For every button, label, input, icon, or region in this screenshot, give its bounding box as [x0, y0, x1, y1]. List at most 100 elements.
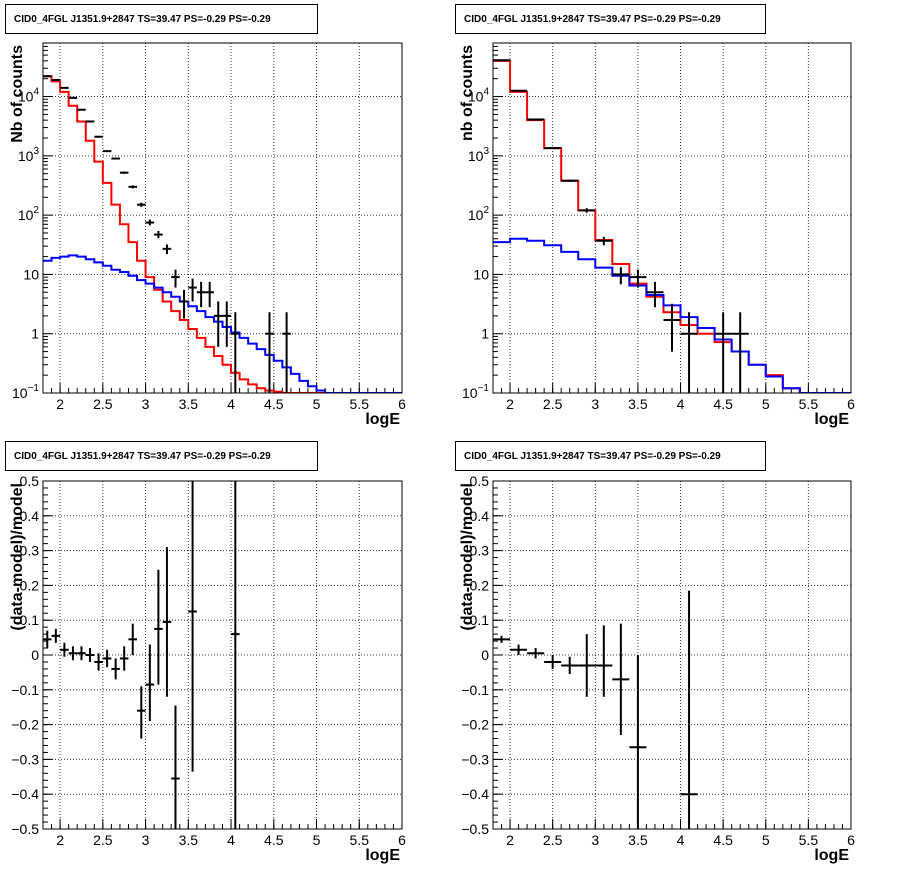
x-tick-label: 6	[847, 832, 855, 848]
y-tick-label: 10	[23, 266, 39, 282]
x-tick-label: 5.5	[350, 832, 370, 848]
x-tick-label: 4.5	[713, 832, 733, 848]
data-point	[171, 269, 180, 288]
data-point	[510, 89, 528, 92]
data-point	[527, 648, 545, 659]
data-point	[231, 481, 240, 829]
data-point	[111, 157, 120, 160]
x-axis-title: logE	[814, 411, 849, 428]
y-tick-label: 103	[468, 146, 490, 164]
plot-frame	[42, 42, 403, 394]
data-point	[77, 108, 86, 111]
y-tick-label: 0.1	[470, 612, 490, 628]
y-tick-label: 0.4	[20, 508, 40, 524]
x-tick-label: 5.5	[799, 396, 819, 412]
data-point	[60, 86, 69, 89]
data-point	[663, 303, 681, 352]
x-tick-label: 2.5	[93, 832, 113, 848]
plot-frame	[492, 480, 852, 830]
x-tick-label: 6	[398, 396, 406, 412]
panel-1: 2 2.5 3 3.5 4 4.5 5 5.5 610−1110102103104logENb …	[9, 42, 406, 428]
data-layer	[493, 590, 698, 829]
data-point	[85, 120, 95, 123]
y-tick-label: 1	[481, 326, 489, 342]
data-point	[102, 150, 112, 153]
data-point	[680, 590, 698, 829]
panel-1-title: CID0_4FGL J1351.9+2847 TS=39.47 PS=-0.29…	[5, 4, 318, 34]
data-point	[544, 655, 562, 669]
panel-3: 2 2.5 3 3.5 4 4.5 5 5.5 6 −0.5 −0.4 −0.3 −0.2 −0.1 0 0.…	[9, 473, 406, 864]
y-tick-label: −0.5	[461, 821, 489, 837]
y-tick-label: 102	[468, 205, 490, 223]
x-axis-title: logE	[814, 847, 849, 864]
y-axis-title: Nb of counts	[9, 45, 26, 143]
y-tick-label: 0.5	[20, 473, 40, 489]
data-point	[154, 569, 163, 685]
x-tick-label: 5	[313, 832, 321, 848]
x-tick-label: 2.5	[543, 396, 563, 412]
data-point	[629, 269, 647, 288]
y-tick-label: −0.3	[11, 751, 39, 767]
data-point	[68, 96, 78, 99]
data-point	[154, 230, 163, 239]
x-tick-label: 2	[506, 832, 514, 848]
x-tick-label: 5	[762, 832, 770, 848]
panel-3-title: CID0_4FGL J1351.9+2847 TS=39.47 PS=-0.29…	[5, 441, 318, 471]
data-point	[188, 278, 197, 302]
data-point	[43, 630, 52, 649]
data-point	[196, 281, 206, 308]
data-point	[85, 648, 95, 662]
y-axis-title: (data-model)/model	[9, 483, 26, 631]
x-tick-label: 3.5	[179, 832, 199, 848]
y-tick-label: −0.2	[461, 717, 489, 733]
data-point	[561, 656, 579, 675]
data-point	[527, 118, 545, 121]
x-tick-label: 2	[506, 396, 514, 412]
x-tick-label: 6	[398, 832, 406, 848]
y-tick-label: 0	[481, 647, 489, 663]
data-point	[282, 312, 291, 393]
panel-2: 2 2.5 3 3.5 4 4.5 5 5.5 610−1110102103104logEnb …	[459, 42, 855, 428]
data-point	[162, 244, 172, 255]
data-point	[578, 634, 596, 697]
model-source-histogram	[493, 237, 851, 393]
x-tick-label: 4	[677, 396, 685, 412]
x-tick-label: 3	[591, 832, 599, 848]
y-tick-label: 1	[31, 326, 39, 342]
data-point	[145, 644, 155, 722]
data-point	[137, 202, 146, 207]
x-tick-label: 4.5	[713, 396, 733, 412]
data-point	[137, 686, 146, 739]
x-tick-label: 2	[56, 832, 64, 848]
x-tick-label: 3	[142, 396, 150, 412]
data-point	[94, 135, 103, 138]
x-tick-label: 2.5	[543, 832, 563, 848]
data-point	[128, 623, 138, 655]
x-tick-label: 2.5	[93, 396, 113, 412]
x-tick-label: 3	[591, 396, 599, 412]
model-source-histogram	[43, 254, 402, 393]
data-point	[188, 481, 197, 772]
y-axis-title: nb of counts	[459, 45, 476, 141]
y-tick-label: −0.1	[461, 682, 489, 698]
x-axis-title: logE	[365, 847, 400, 864]
y-tick-label: 0.1	[20, 612, 40, 628]
y-tick-label: −0.3	[461, 751, 489, 767]
x-tick-label: 5.5	[350, 396, 370, 412]
y-tick-label: −0.1	[11, 682, 39, 698]
x-tick-label: 5	[313, 396, 321, 412]
x-tick-label: 4	[677, 832, 685, 848]
data-point	[612, 623, 630, 736]
data-point	[43, 75, 52, 78]
data-point	[205, 281, 214, 308]
x-axis-title: logE	[365, 411, 400, 428]
data-point	[493, 59, 511, 62]
y-tick-label: 0.2	[20, 577, 40, 593]
x-tick-label: 3.5	[179, 396, 199, 412]
data-point	[510, 644, 528, 655]
y-tick-label: −0.5	[11, 821, 39, 837]
x-tick-label: 4	[227, 396, 235, 412]
data-point	[94, 653, 103, 671]
y-tick-label: −0.4	[461, 786, 489, 802]
data-point	[231, 312, 240, 393]
